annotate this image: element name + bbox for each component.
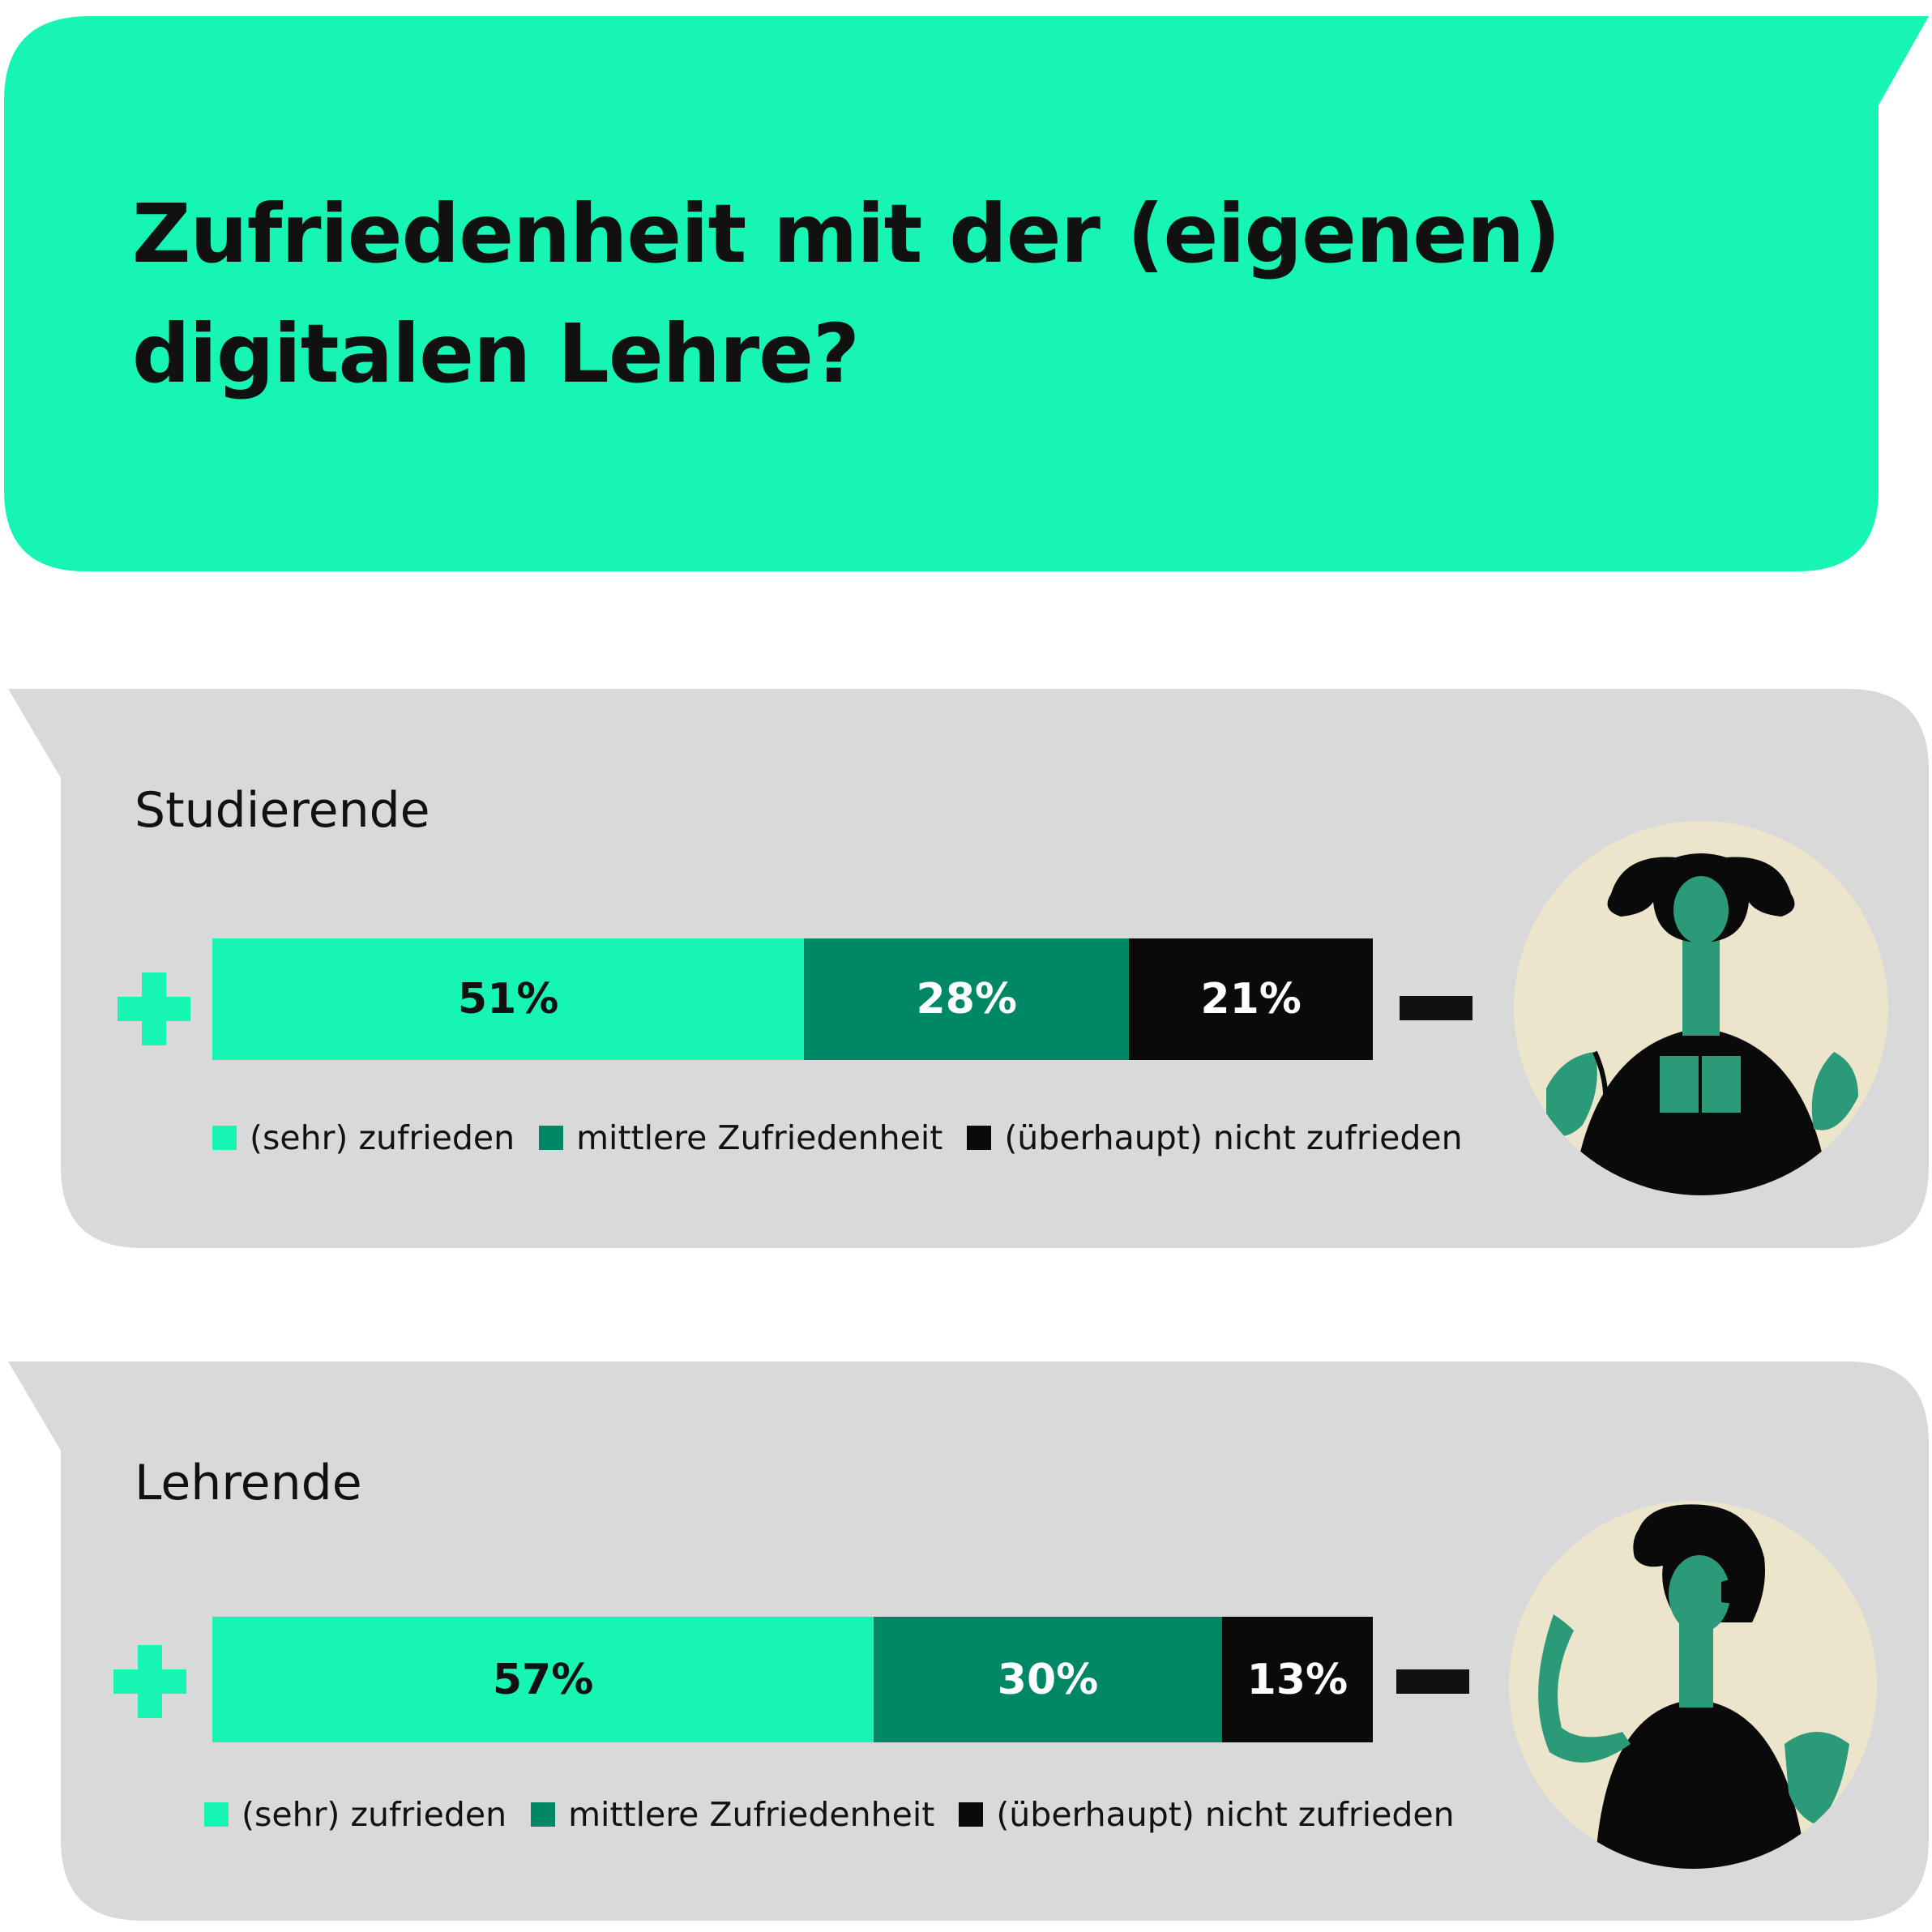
legend-item-zufrieden: (sehr) zufrieden: [212, 1118, 515, 1157]
legend-swatch-zufrieden: [212, 1126, 237, 1150]
page-title: Zufriedenheit mit der (eigenen) digitale…: [132, 174, 1672, 414]
teachers-group-title: Lehrende: [135, 1455, 362, 1511]
students-bar-segment-zufrieden: 51%: [212, 938, 805, 1060]
legend-item-mittel: mittlere Zufriedenheit: [539, 1118, 942, 1157]
students-legend: (sehr) zufrieden mittlere Zufriedenheit …: [212, 1118, 1487, 1157]
teachers-bar-segment-zufrieden: 57%: [212, 1617, 874, 1742]
teacher-avatar-illustration: [1509, 1501, 1877, 1869]
students-bar-segment-nicht: 21%: [1129, 938, 1373, 1060]
plus-icon: [118, 972, 190, 1045]
legend-item-mittel: mittlere Zufriedenheit: [531, 1795, 934, 1834]
legend-swatch-nicht: [959, 1802, 984, 1827]
student-avatar-illustration: [1514, 821, 1888, 1195]
legend-label-nicht: (überhaupt) nicht zufrieden: [1004, 1118, 1463, 1157]
teachers-value-label-nicht: 13%: [1246, 1655, 1349, 1704]
teachers-value-label-zufrieden: 57%: [492, 1655, 594, 1704]
students-value-label-zufrieden: 51%: [457, 975, 559, 1024]
students-value-label-mittel: 28%: [916, 975, 1018, 1024]
students-bar-segment-mittel: 28%: [804, 938, 1130, 1060]
plus-icon: [113, 1645, 186, 1718]
legend-label-mittel: mittlere Zufriedenheit: [576, 1118, 943, 1157]
legend-label-zufrieden: (sehr) zufrieden: [250, 1118, 515, 1157]
students-group-title: Studierende: [135, 782, 430, 839]
minus-icon: [1396, 1669, 1469, 1694]
legend-item-nicht: (überhaupt) nicht zufrieden: [967, 1118, 1463, 1157]
teachers-value-label-mittel: 30%: [997, 1655, 1099, 1704]
minus-icon: [1400, 996, 1473, 1020]
teachers-legend: (sehr) zufrieden mittlere Zufriedenheit …: [204, 1795, 1479, 1834]
legend-swatch-mittel: [531, 1802, 556, 1827]
students-value-label-nicht: 21%: [1200, 975, 1302, 1024]
students-stacked-bar: 51% 28% 21%: [212, 938, 1373, 1060]
legend-item-zufrieden: (sehr) zufrieden: [204, 1795, 507, 1834]
legend-swatch-nicht: [967, 1126, 992, 1150]
legend-label-zufrieden: (sehr) zufrieden: [242, 1795, 507, 1834]
title-line-1: Zufriedenheit mit der (eigenen): [132, 186, 1561, 281]
teachers-stacked-bar: 57% 30% 13%: [212, 1617, 1373, 1742]
legend-item-nicht: (überhaupt) nicht zufrieden: [959, 1795, 1455, 1834]
title-line-2: digitalen Lehre?: [132, 306, 860, 401]
legend-swatch-mittel: [539, 1126, 564, 1150]
legend-label-nicht: (überhaupt) nicht zufrieden: [996, 1795, 1455, 1834]
teachers-bar-segment-nicht: 13%: [1221, 1617, 1373, 1742]
legend-swatch-zufrieden: [204, 1802, 229, 1827]
title-bubble: [4, 16, 1929, 571]
legend-label-mittel: mittlere Zufriedenheit: [568, 1795, 935, 1834]
teachers-bar-segment-mittel: 30%: [874, 1617, 1222, 1742]
